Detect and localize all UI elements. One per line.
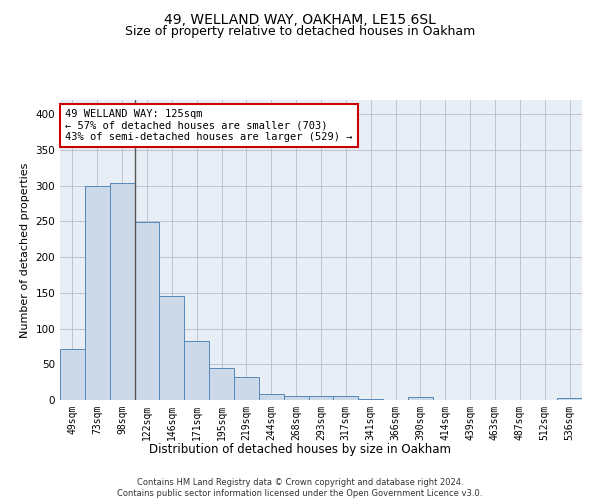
Bar <box>284 396 308 400</box>
Bar <box>408 397 433 400</box>
Bar <box>160 296 184 400</box>
Bar <box>308 396 334 400</box>
Bar <box>85 186 110 400</box>
Bar <box>234 377 259 400</box>
Bar <box>184 340 209 400</box>
Bar <box>60 348 85 400</box>
Text: Contains HM Land Registry data © Crown copyright and database right 2024.
Contai: Contains HM Land Registry data © Crown c… <box>118 478 482 498</box>
Bar <box>209 368 234 400</box>
Text: 49, WELLAND WAY, OAKHAM, LE15 6SL: 49, WELLAND WAY, OAKHAM, LE15 6SL <box>164 12 436 26</box>
Y-axis label: Number of detached properties: Number of detached properties <box>20 162 30 338</box>
Text: Distribution of detached houses by size in Oakham: Distribution of detached houses by size … <box>149 442 451 456</box>
Bar <box>557 398 582 400</box>
Text: Size of property relative to detached houses in Oakham: Size of property relative to detached ho… <box>125 25 475 38</box>
Bar <box>334 396 358 400</box>
Bar <box>134 222 160 400</box>
Bar <box>259 394 284 400</box>
Bar <box>110 183 134 400</box>
Text: 49 WELLAND WAY: 125sqm
← 57% of detached houses are smaller (703)
43% of semi-de: 49 WELLAND WAY: 125sqm ← 57% of detached… <box>65 109 353 142</box>
